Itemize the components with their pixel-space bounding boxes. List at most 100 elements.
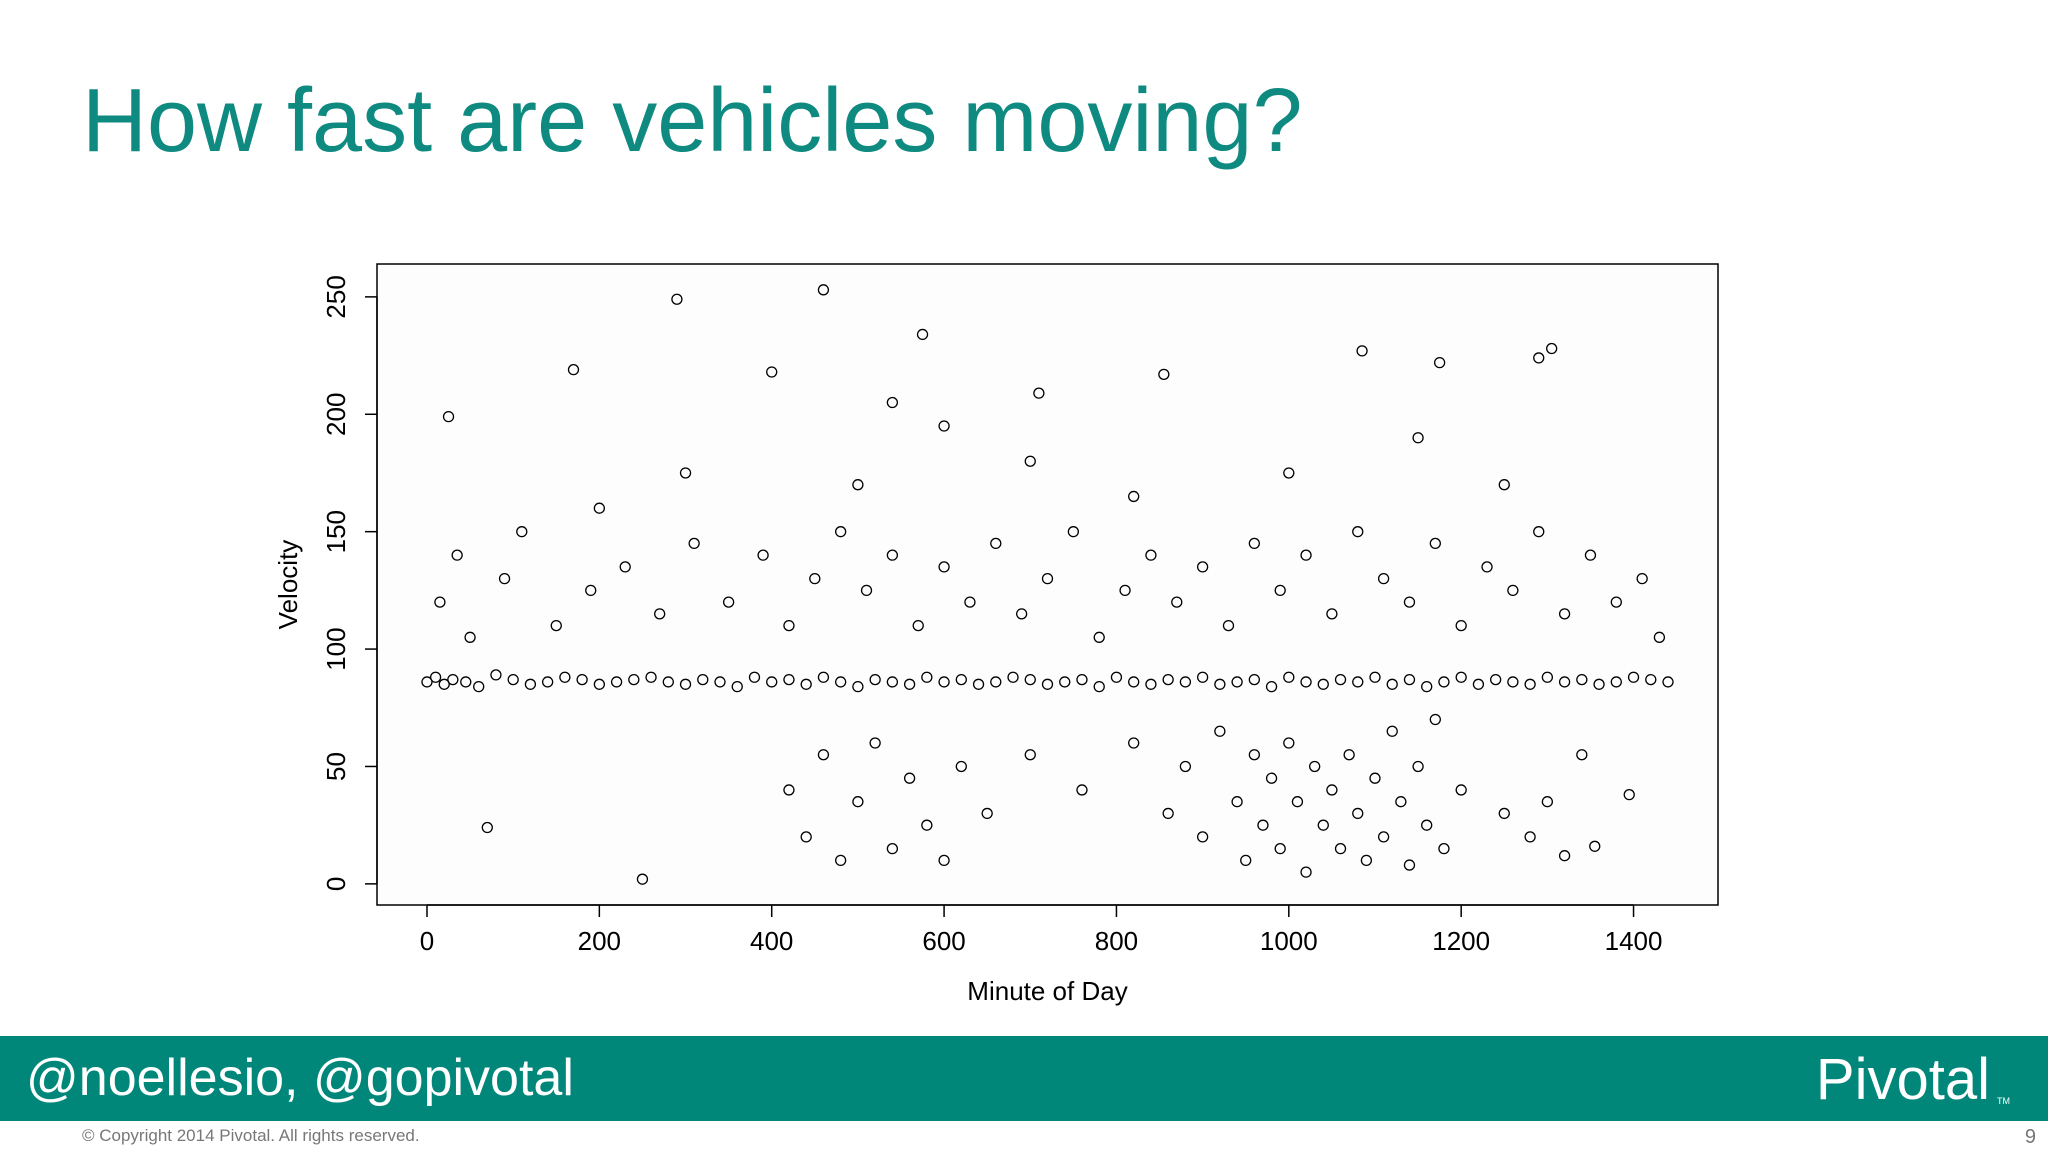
point	[731, 680, 743, 693]
point	[697, 673, 709, 686]
point	[1481, 561, 1493, 573]
point	[817, 284, 830, 296]
point	[1041, 678, 1054, 690]
point	[852, 680, 864, 693]
point	[990, 537, 1002, 550]
point	[1248, 749, 1260, 761]
point	[886, 396, 899, 409]
point	[1558, 608, 1571, 620]
point	[1317, 819, 1329, 831]
point	[1283, 671, 1295, 683]
point	[1076, 784, 1088, 796]
point	[1214, 725, 1226, 737]
point	[1291, 796, 1304, 808]
point	[1438, 676, 1450, 688]
point	[916, 328, 929, 341]
point	[817, 671, 830, 683]
point	[541, 676, 554, 688]
point	[1283, 737, 1295, 749]
point	[1636, 572, 1648, 585]
point	[438, 678, 450, 690]
point	[1248, 673, 1260, 686]
point	[748, 671, 761, 683]
y-tick-label: 0	[321, 877, 351, 891]
point	[1558, 676, 1571, 688]
point	[1645, 673, 1657, 686]
point	[1024, 749, 1036, 761]
point	[593, 678, 606, 690]
point	[783, 619, 795, 632]
point	[1377, 831, 1390, 843]
point	[1507, 676, 1519, 688]
point	[1352, 676, 1364, 688]
point	[1179, 676, 1192, 688]
point	[903, 678, 916, 690]
point	[1334, 673, 1347, 686]
x-tick-label: 1200	[1432, 926, 1490, 956]
point	[447, 673, 459, 686]
point	[1412, 760, 1424, 773]
point	[869, 737, 881, 749]
point	[835, 854, 847, 867]
point	[1196, 831, 1209, 843]
point	[1395, 796, 1407, 808]
point	[938, 854, 950, 867]
point	[817, 749, 830, 761]
x-tick-label: 400	[750, 926, 793, 956]
point	[835, 676, 847, 688]
point	[1360, 854, 1373, 867]
point	[1593, 678, 1605, 690]
point	[800, 831, 812, 843]
point	[516, 526, 528, 538]
point	[1662, 676, 1674, 688]
point	[852, 479, 864, 491]
point	[490, 669, 502, 681]
y-tick-label: 100	[321, 627, 351, 670]
chart: 0 200 400 600 800 1000 1200 1400 0 50 100 150 200 250…	[273, 263, 1719, 1006]
point	[714, 676, 726, 688]
point	[619, 561, 631, 573]
point	[1162, 807, 1174, 820]
point	[1024, 455, 1036, 467]
point	[434, 596, 446, 608]
point	[955, 760, 967, 773]
point	[1546, 342, 1558, 355]
point	[1403, 859, 1416, 871]
point	[1119, 584, 1131, 597]
slide-title: How fast are vehicles moving?	[82, 71, 1303, 171]
x-tick-label: 1000	[1260, 926, 1318, 956]
y-tick-label: 50	[321, 752, 351, 781]
point	[464, 631, 476, 643]
point	[964, 596, 976, 608]
point	[1067, 526, 1080, 538]
point	[1265, 772, 1278, 784]
logo: Pivotal	[1815, 1047, 1990, 1112]
point	[1265, 680, 1278, 693]
point	[1059, 676, 1071, 688]
point	[860, 584, 873, 597]
point	[1541, 796, 1554, 808]
point	[1412, 432, 1424, 444]
point	[912, 619, 924, 632]
point	[1429, 537, 1441, 550]
logo-mark: TM	[1997, 1096, 2010, 1106]
point	[1438, 842, 1450, 855]
point	[800, 678, 812, 690]
point	[1386, 678, 1398, 690]
point	[1386, 725, 1398, 737]
point	[757, 549, 769, 561]
y-tick-label: 200	[321, 393, 351, 436]
point	[1352, 526, 1364, 538]
point	[498, 572, 511, 585]
point	[1558, 850, 1571, 862]
point	[645, 671, 657, 683]
x-tick-label: 200	[578, 926, 621, 956]
point	[1128, 737, 1140, 749]
point	[886, 676, 899, 688]
point	[662, 676, 674, 688]
point	[524, 678, 537, 690]
point	[1257, 819, 1269, 831]
point	[1369, 772, 1381, 784]
x-axis-label: Minute of Day	[967, 976, 1127, 1006]
